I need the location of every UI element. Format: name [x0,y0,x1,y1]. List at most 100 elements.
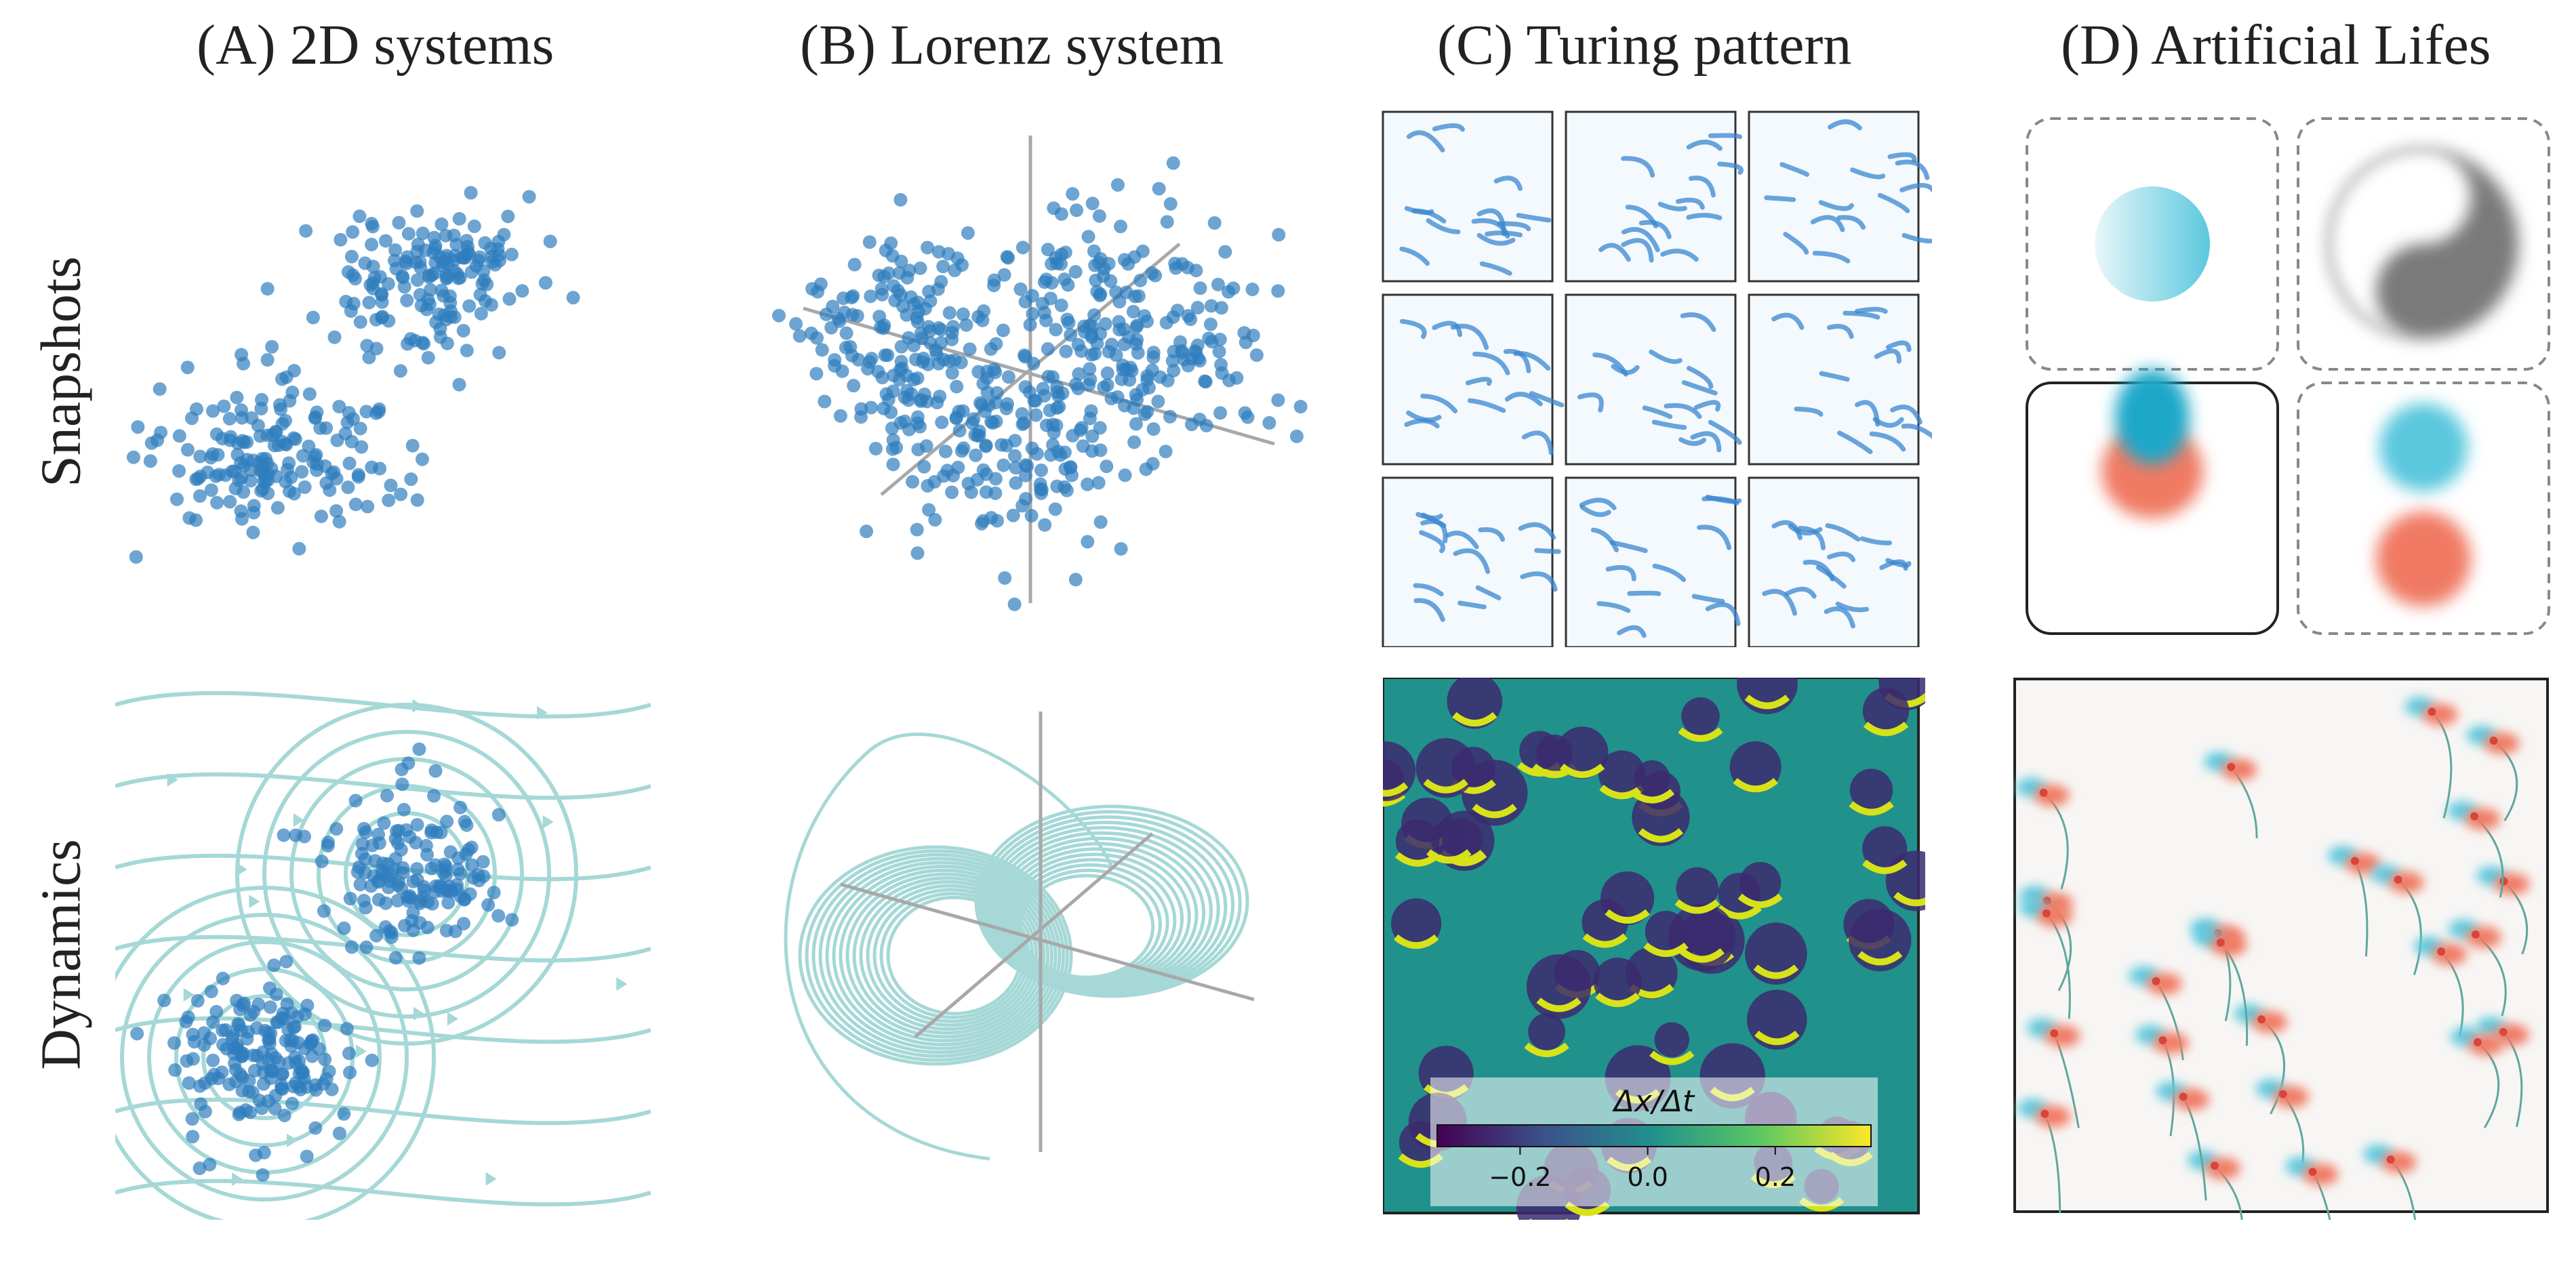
scatter-point [412,951,426,965]
scatter-point [877,321,891,335]
scatter-point [1100,366,1114,380]
scatter-point [922,503,936,517]
swimmer-body [2273,1086,2309,1108]
scatter-point [410,204,424,218]
pattern-stroke [1399,318,1427,340]
scatter-point [268,424,283,438]
scatter-point [341,480,355,495]
scatter-point [237,435,251,449]
field-blob-low [1654,1022,1690,1057]
scatter-point [936,260,950,274]
scatter-point [1025,289,1039,303]
pattern-stroke [1415,512,1443,520]
scatter-point [464,265,479,279]
scatter-point [492,346,506,360]
field-blob-low [1593,958,1642,1006]
scatter-point [203,1031,218,1046]
scatter-point [976,377,990,391]
scatter-point [934,274,948,289]
column-title-b: (B) Lorenz system [800,14,1224,77]
pattern-stroke [1843,310,1880,320]
scatter-point [999,401,1013,415]
scatter-point [1118,468,1132,482]
scatter-point [1093,443,1108,457]
field-ridge-high [1423,779,1468,794]
scatter-point [1081,535,1095,549]
pattern-stroke [1611,364,1640,375]
trajectory-loop [879,892,1026,1019]
scatter-point [1039,313,1053,327]
scatter-point [317,1077,331,1091]
trajectory-loop [832,865,1053,1046]
scatter-point [410,493,424,507]
swimmer [2193,927,2249,1046]
scatter-point [366,281,380,295]
scatter-point [206,1053,220,1067]
scatter-point [965,416,980,430]
pattern-stroke [1516,213,1552,223]
scatter-point [1088,346,1102,361]
scatter-point [997,268,1011,282]
scatter-point [1114,541,1128,556]
scatter-point [190,993,205,1008]
scatter-point [1171,304,1185,318]
scatter-point [961,476,975,491]
scatter-point [460,818,474,832]
scatter-point [515,284,529,298]
scatter-point [439,268,454,283]
scatter-point [130,1027,144,1041]
panel-c-dynamics: Δx/Δt −0.2 0.0 0.2 [1383,678,1925,1220]
scatter-point [396,861,410,875]
swimmer-body [2252,1011,2288,1033]
scatter-point [235,411,249,425]
scatter-point [1138,309,1152,323]
swimmer-center [2350,857,2359,865]
pattern-stroke [1638,220,1672,239]
scatter-point [236,356,250,371]
scatter-point [491,808,506,822]
scatter-point [284,470,298,485]
scatter-point [1100,459,1114,474]
scatter-point [1026,356,1041,371]
scatter-point [327,330,342,344]
pattern-stroke [1797,526,1826,550]
field-blob-low [1739,861,1782,904]
scatter-point [1184,312,1198,327]
trajectory-loop [798,845,1073,1066]
scatter-point [1092,209,1106,223]
scatter-point [309,448,323,462]
scatter-point [264,1063,278,1077]
scatter-point [931,245,946,259]
scatter-point [566,291,580,305]
scatter-point [375,310,389,325]
scatter-point [1102,257,1116,271]
scatter-point [898,414,912,428]
pattern-stroke [1771,312,1805,330]
scatter-point [172,464,186,478]
scatter-point [934,335,948,350]
pattern-stroke [1689,176,1716,198]
streamline [115,691,651,719]
scatter-point [1023,318,1037,332]
scatter-point [180,361,195,375]
scatter-point [427,230,441,245]
scatter-point [1083,411,1097,426]
creature-cyan-blob [2379,403,2468,491]
pattern-stroke [1850,167,1886,180]
scatter-point [215,1065,229,1080]
swimmer-body [2173,1088,2209,1111]
scatter-point [972,428,986,443]
scatter-point [1151,394,1165,409]
swimmer [2156,1082,2209,1201]
scatter-point [862,235,877,249]
scatter-point [1065,468,1079,482]
scatter-point [406,923,420,937]
scatter-point [478,236,492,250]
creature-head [2115,369,2190,464]
field-blob-low [1645,910,1687,953]
field-ridge-high [1753,964,1799,979]
field-blob-low [1681,697,1720,736]
swimmer-body [2465,808,2501,830]
scatter-point [193,489,207,503]
scatter-point [464,186,478,200]
